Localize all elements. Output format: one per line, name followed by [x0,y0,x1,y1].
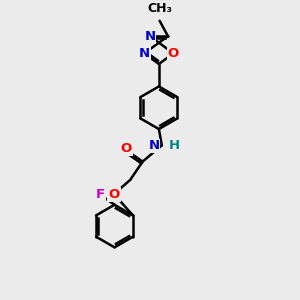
Text: O: O [168,47,179,60]
Text: O: O [108,188,119,201]
Text: N: N [139,47,150,60]
Text: H: H [168,140,179,152]
Text: CH₃: CH₃ [147,2,172,16]
Text: N: N [144,30,155,43]
Text: N: N [148,140,160,152]
Text: F: F [96,188,105,201]
Text: O: O [121,142,132,155]
